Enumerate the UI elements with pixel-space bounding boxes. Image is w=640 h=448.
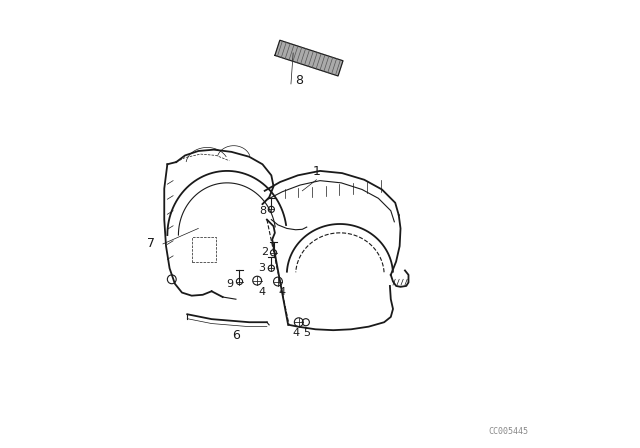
Text: CC005445: CC005445	[488, 427, 528, 436]
Text: 4: 4	[292, 328, 300, 338]
Text: 2: 2	[260, 247, 268, 257]
Text: 9: 9	[227, 279, 234, 289]
Text: 6: 6	[232, 329, 240, 342]
Text: 4: 4	[259, 287, 266, 297]
Text: 1: 1	[312, 164, 321, 177]
Polygon shape	[275, 40, 343, 76]
Text: 4: 4	[279, 287, 286, 297]
Text: 7: 7	[147, 237, 155, 250]
Text: 3: 3	[259, 263, 266, 273]
Text: 8: 8	[259, 206, 266, 216]
Text: 5: 5	[303, 328, 310, 338]
Text: 8: 8	[295, 74, 303, 87]
